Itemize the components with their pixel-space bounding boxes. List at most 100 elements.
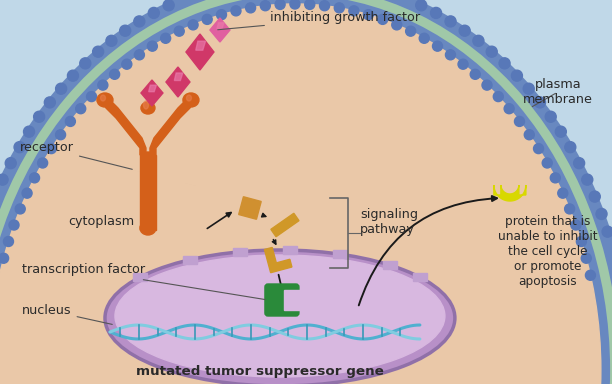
Ellipse shape <box>0 4 601 384</box>
Circle shape <box>470 70 480 79</box>
Circle shape <box>555 126 566 137</box>
Bar <box>333 250 347 258</box>
Text: receptor: receptor <box>20 141 132 169</box>
Bar <box>140 155 156 230</box>
Circle shape <box>334 3 345 13</box>
Bar <box>183 256 197 264</box>
Circle shape <box>76 104 86 114</box>
Bar <box>284 290 300 310</box>
Circle shape <box>565 142 576 153</box>
Circle shape <box>6 158 17 169</box>
Circle shape <box>110 70 119 79</box>
Circle shape <box>406 26 416 36</box>
Circle shape <box>23 126 34 137</box>
Circle shape <box>486 46 497 57</box>
Ellipse shape <box>105 250 455 384</box>
Polygon shape <box>166 67 190 97</box>
Circle shape <box>550 173 561 183</box>
Text: cytoplasm: cytoplasm <box>68 215 134 228</box>
Circle shape <box>431 7 441 18</box>
Circle shape <box>378 14 387 24</box>
Circle shape <box>86 92 97 102</box>
Bar <box>233 248 247 256</box>
Circle shape <box>416 0 427 11</box>
Circle shape <box>202 14 212 24</box>
Polygon shape <box>141 80 163 106</box>
Circle shape <box>473 35 484 46</box>
Circle shape <box>499 58 510 69</box>
Polygon shape <box>239 197 261 219</box>
Circle shape <box>14 142 25 153</box>
Circle shape <box>4 237 13 247</box>
Circle shape <box>163 0 174 11</box>
Circle shape <box>0 253 9 263</box>
Text: signaling
pathway: signaling pathway <box>360 208 418 236</box>
Bar <box>413 273 427 281</box>
Circle shape <box>515 116 524 126</box>
Ellipse shape <box>0 130 612 384</box>
Circle shape <box>120 25 131 36</box>
Circle shape <box>364 10 373 20</box>
Circle shape <box>482 80 492 90</box>
Circle shape <box>419 33 429 43</box>
Circle shape <box>524 130 534 140</box>
Circle shape <box>44 97 55 108</box>
Circle shape <box>504 104 514 114</box>
Circle shape <box>15 204 25 214</box>
Circle shape <box>459 25 470 36</box>
Ellipse shape <box>115 255 445 377</box>
FancyBboxPatch shape <box>265 284 299 316</box>
Circle shape <box>65 116 75 126</box>
Circle shape <box>188 20 198 30</box>
Circle shape <box>319 1 329 11</box>
Polygon shape <box>271 213 299 237</box>
Circle shape <box>523 83 534 94</box>
Circle shape <box>160 33 171 43</box>
Circle shape <box>122 59 132 69</box>
Circle shape <box>47 144 56 154</box>
Ellipse shape <box>141 102 155 114</box>
Circle shape <box>545 111 556 122</box>
Circle shape <box>22 188 32 198</box>
Circle shape <box>577 237 586 247</box>
Polygon shape <box>186 34 214 70</box>
Circle shape <box>586 270 595 280</box>
Circle shape <box>34 111 45 122</box>
Circle shape <box>134 16 145 27</box>
Text: transcription factor: transcription factor <box>22 263 265 300</box>
Polygon shape <box>149 85 156 92</box>
Ellipse shape <box>141 152 155 164</box>
Circle shape <box>56 83 67 94</box>
Circle shape <box>106 35 117 46</box>
Ellipse shape <box>100 95 105 101</box>
Bar <box>133 273 147 281</box>
Circle shape <box>573 158 584 169</box>
Circle shape <box>56 130 65 140</box>
Circle shape <box>458 59 468 69</box>
Circle shape <box>147 41 157 51</box>
Polygon shape <box>210 18 230 42</box>
Text: protein that is
unable to inhibit
the cell cycle
or promote
apoptosis: protein that is unable to inhibit the ce… <box>498 215 597 288</box>
Polygon shape <box>150 98 193 155</box>
Ellipse shape <box>187 95 192 101</box>
Circle shape <box>534 97 545 108</box>
Polygon shape <box>494 185 526 201</box>
Circle shape <box>98 80 108 90</box>
Polygon shape <box>174 73 183 81</box>
Circle shape <box>275 0 285 10</box>
Circle shape <box>174 26 184 36</box>
Circle shape <box>433 41 442 51</box>
Circle shape <box>9 220 19 230</box>
Polygon shape <box>196 41 206 50</box>
Circle shape <box>534 144 543 154</box>
Circle shape <box>0 174 8 185</box>
Polygon shape <box>217 23 224 29</box>
Circle shape <box>582 174 593 185</box>
Circle shape <box>589 191 600 202</box>
Text: nucleus: nucleus <box>22 303 112 324</box>
Circle shape <box>493 92 503 102</box>
Circle shape <box>38 158 48 168</box>
Circle shape <box>217 10 226 20</box>
Circle shape <box>305 0 315 10</box>
Circle shape <box>92 46 103 57</box>
